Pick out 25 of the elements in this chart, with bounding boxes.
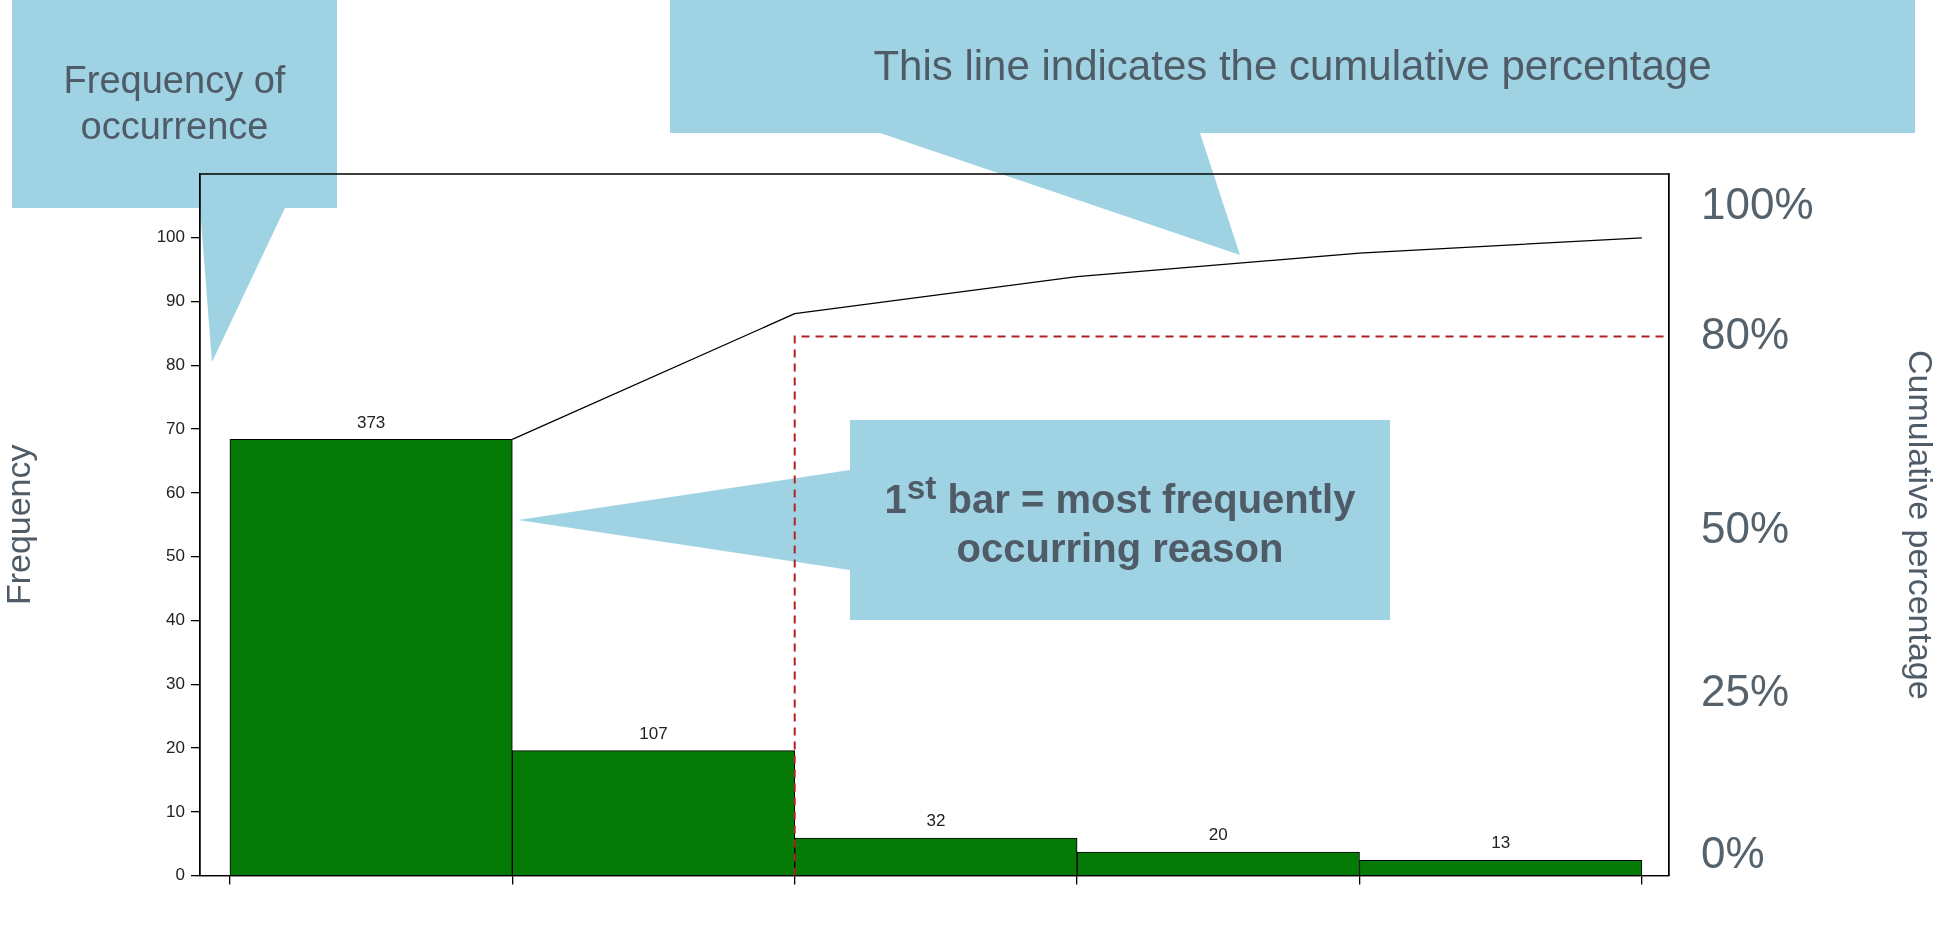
y2-tick-label: 100%	[1701, 178, 1814, 228]
y2-tick-label: 25%	[1701, 665, 1790, 715]
annotation: 32	[926, 811, 946, 831]
y2-tick-label: 0%	[1701, 828, 1765, 878]
annotation: 13	[1491, 833, 1511, 853]
y-tick-label: 20	[166, 737, 185, 757]
y-tick-label: 60	[166, 482, 185, 502]
y-tick-label: 90	[166, 291, 185, 311]
annotation: 20	[1208, 825, 1228, 845]
y-tick-label: 40	[166, 610, 185, 630]
annotation: 373	[356, 412, 386, 432]
y-tick-label: 80	[166, 355, 185, 375]
y-tick-label: 0	[175, 865, 185, 885]
y-tick-label: 70	[166, 418, 185, 438]
y-axis-title: Frequency	[0, 444, 37, 606]
y-tick-label: 30	[166, 673, 185, 693]
y2-axis-title: Cumulative percentage	[1902, 349, 1941, 700]
y-tick-label: 10	[166, 801, 185, 821]
annotation: 1$^{st}$ bar = most frequently occurring reason	[883, 468, 1357, 572]
y2-tick-label: 80%	[1701, 308, 1790, 358]
y-tick-label: 50	[166, 546, 185, 566]
annotation: 107	[639, 723, 668, 743]
y2-tick-label: 50%	[1701, 503, 1790, 553]
speech-bubble: 1$^{st}$ bar = most frequently occurring reason	[518, 420, 1390, 620]
y-tick-label: 100	[156, 227, 185, 247]
